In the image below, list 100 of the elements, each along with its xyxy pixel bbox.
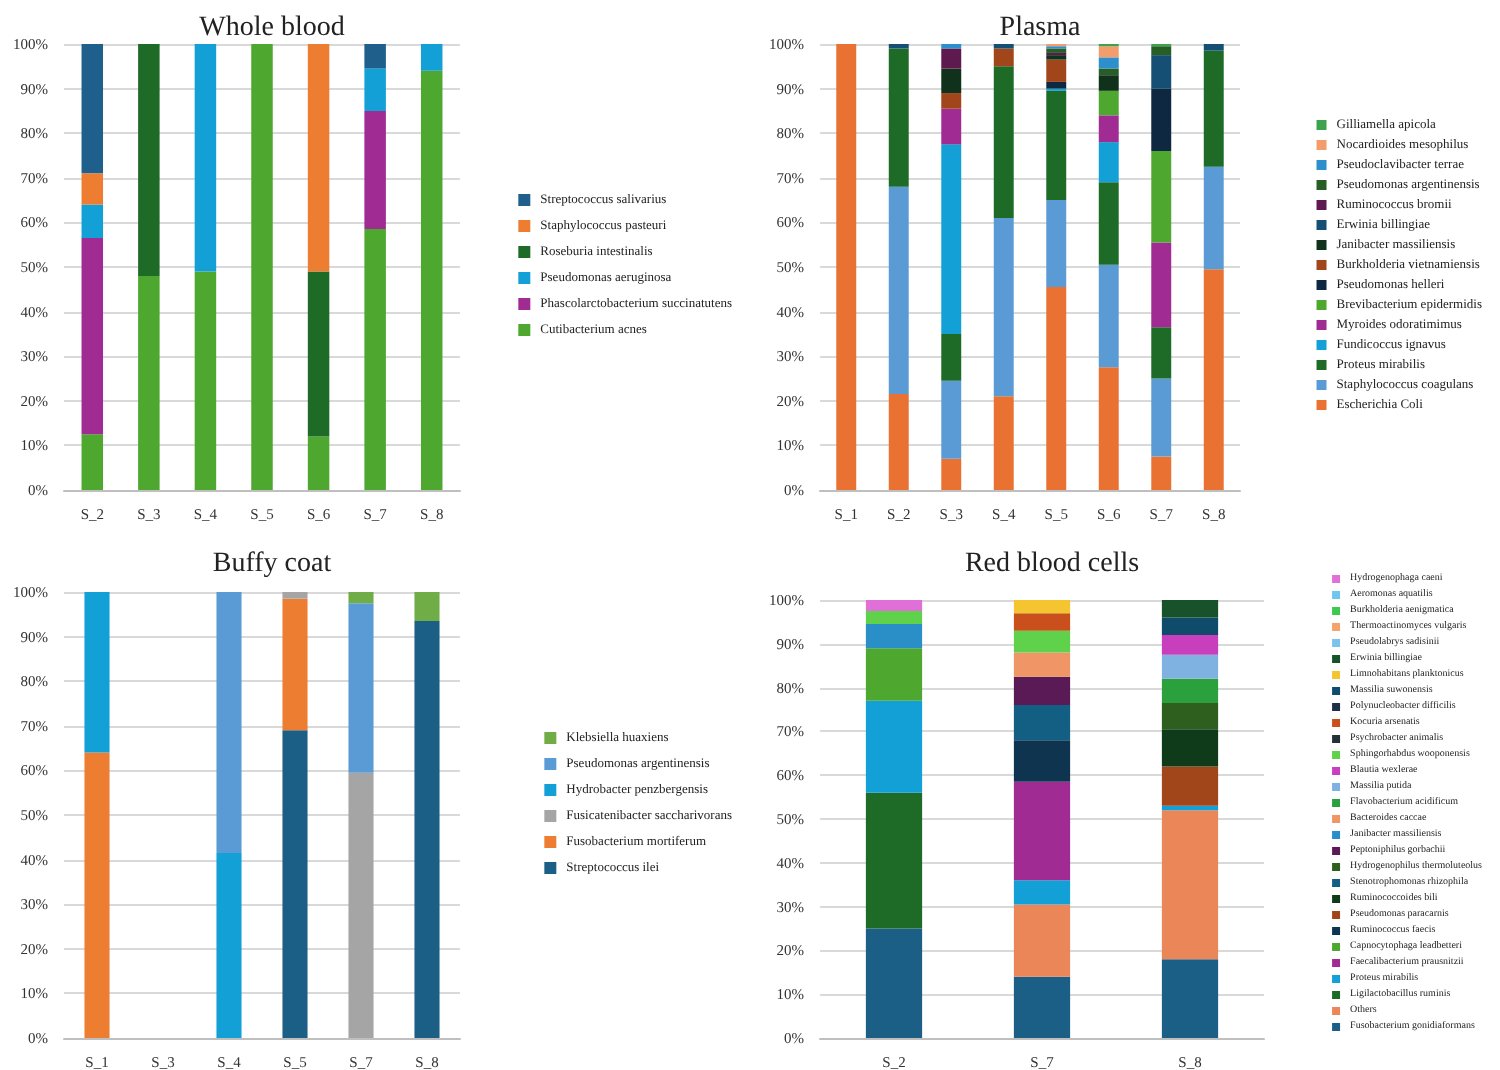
bar xyxy=(282,598,308,731)
bar xyxy=(1161,810,1219,960)
bar xyxy=(1161,635,1219,655)
bar xyxy=(1098,142,1119,183)
bar xyxy=(1161,702,1219,730)
bar xyxy=(865,792,923,929)
bar xyxy=(348,592,374,604)
bar xyxy=(865,624,923,649)
bar xyxy=(251,44,273,490)
bar xyxy=(1151,327,1172,379)
bar xyxy=(1151,88,1172,152)
bar xyxy=(420,70,443,490)
bar xyxy=(1098,75,1119,91)
bar xyxy=(941,93,962,109)
chart-title: Plasma xyxy=(999,13,1082,43)
bar xyxy=(1013,630,1071,653)
bar xyxy=(1046,90,1067,201)
bar xyxy=(420,44,443,71)
bar xyxy=(1013,880,1071,905)
bar xyxy=(1161,617,1219,636)
bar xyxy=(1203,166,1224,270)
bar xyxy=(1013,613,1071,631)
bar xyxy=(1013,652,1071,677)
bar xyxy=(1151,456,1172,490)
bar xyxy=(1098,68,1119,76)
bar xyxy=(1161,766,1219,806)
bar xyxy=(1013,904,1071,977)
bar xyxy=(81,238,104,435)
bar xyxy=(888,48,909,187)
bar xyxy=(993,66,1014,218)
bar xyxy=(1046,59,1067,82)
bar xyxy=(1098,90,1119,116)
bar xyxy=(414,620,440,1038)
bar xyxy=(138,44,160,276)
bar xyxy=(1161,654,1219,679)
bar xyxy=(1098,46,1119,58)
bar xyxy=(307,44,330,272)
bar xyxy=(81,434,104,490)
bar xyxy=(216,852,242,1038)
bar xyxy=(941,108,962,145)
bar xyxy=(84,752,110,1038)
bar xyxy=(1046,81,1067,89)
bar xyxy=(1046,200,1067,288)
bar xyxy=(941,144,962,334)
bar xyxy=(1203,269,1224,490)
bar xyxy=(865,700,923,793)
bar xyxy=(1098,57,1119,69)
bar xyxy=(941,68,962,94)
bar xyxy=(993,217,1014,397)
bar xyxy=(307,436,330,490)
bar xyxy=(1151,46,1172,56)
bar xyxy=(282,592,308,599)
bar xyxy=(282,730,308,1038)
bar xyxy=(1161,600,1219,618)
bar xyxy=(364,68,386,111)
bar xyxy=(81,204,104,239)
bar xyxy=(1098,115,1119,143)
bar xyxy=(348,772,374,1038)
bar xyxy=(364,229,386,490)
bar xyxy=(1013,600,1071,614)
chart-title: Buffy coat xyxy=(212,549,332,579)
bar xyxy=(993,48,1014,67)
bar xyxy=(1013,781,1071,881)
bar xyxy=(865,928,923,1038)
bar xyxy=(1151,378,1172,457)
bar xyxy=(1013,705,1071,741)
bar xyxy=(414,592,440,621)
bar xyxy=(194,44,217,272)
bar xyxy=(888,394,909,490)
bar xyxy=(194,271,217,490)
bar xyxy=(1161,729,1219,767)
bar xyxy=(1161,805,1219,811)
bar xyxy=(1161,959,1219,1038)
bar xyxy=(1013,976,1071,1038)
bar xyxy=(81,173,104,205)
chart-title: Whole blood xyxy=(199,13,345,43)
bar xyxy=(1098,367,1119,490)
bar xyxy=(1203,44,1224,51)
bar xyxy=(941,458,962,490)
bar xyxy=(307,271,330,437)
bar xyxy=(1161,678,1219,703)
bar xyxy=(836,44,857,490)
bar xyxy=(81,44,104,174)
bar xyxy=(1046,287,1067,490)
bar xyxy=(138,275,160,490)
bar xyxy=(865,648,923,701)
bar xyxy=(84,592,110,753)
bar xyxy=(364,44,386,69)
bar xyxy=(1013,740,1071,782)
bar xyxy=(888,186,909,395)
bar xyxy=(1151,55,1172,89)
bar xyxy=(993,396,1014,490)
bar xyxy=(348,603,374,773)
bar xyxy=(216,592,242,853)
bar xyxy=(865,600,923,611)
bar xyxy=(941,48,962,69)
bar xyxy=(1098,264,1119,368)
bar xyxy=(1151,151,1172,243)
bar xyxy=(1203,50,1224,167)
bar xyxy=(941,333,962,381)
